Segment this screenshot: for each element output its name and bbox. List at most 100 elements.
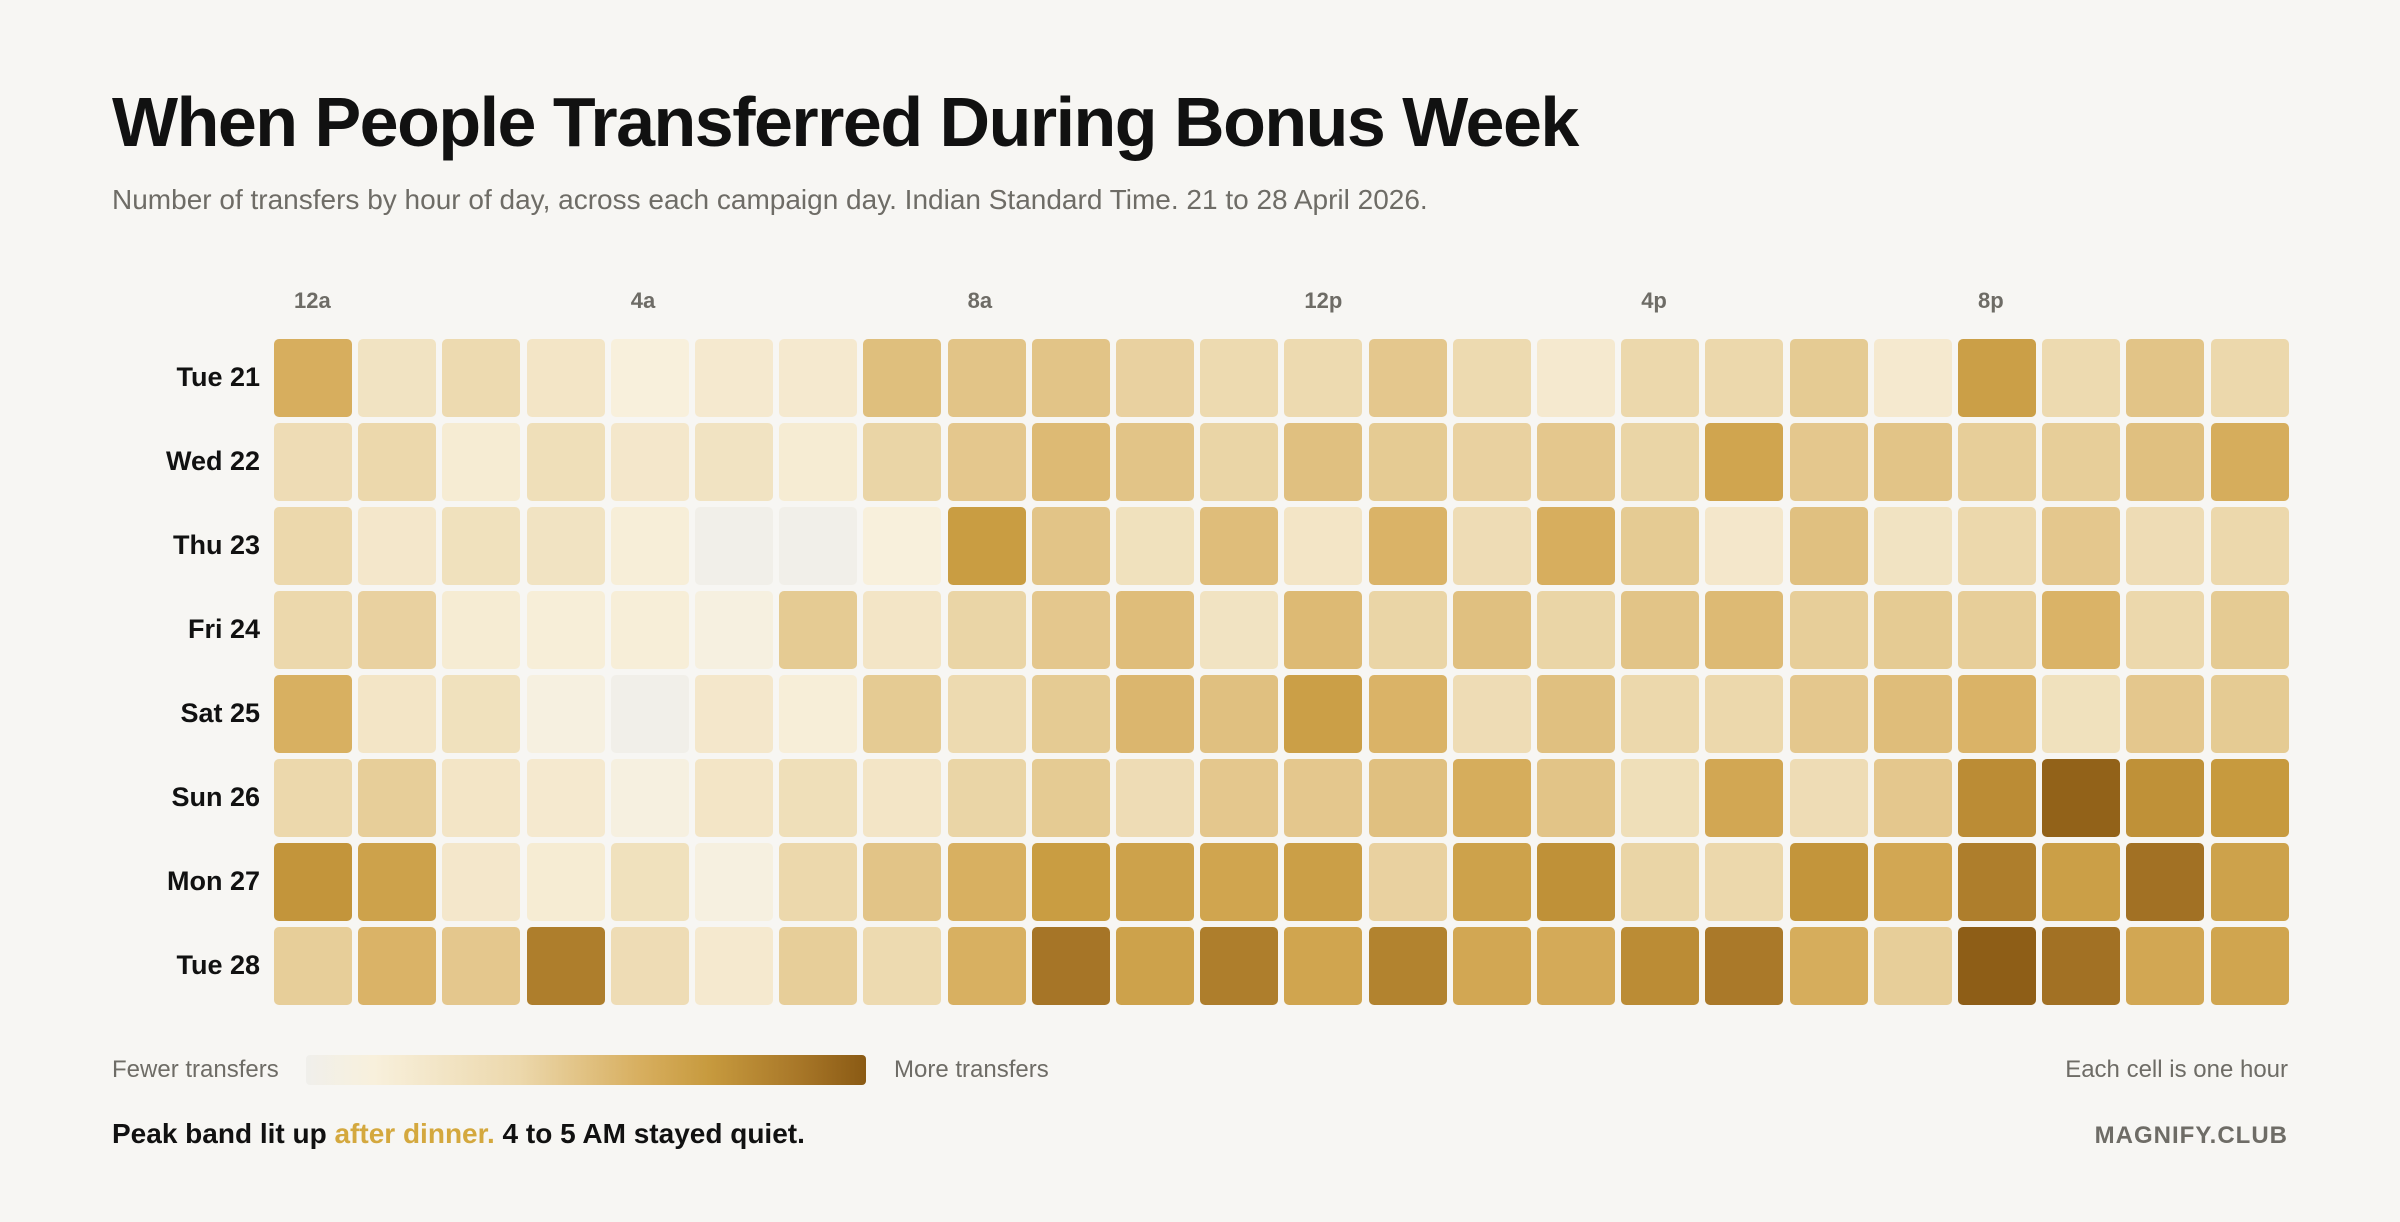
heatmap-cell: [274, 759, 352, 837]
heatmap-cell: [1873, 759, 1952, 837]
heatmap-cell: [610, 843, 689, 921]
legend-note: Each cell is one hour: [2065, 1056, 2288, 1083]
heatmap-cell: [610, 675, 689, 753]
heatmap-cell: [2042, 759, 2121, 837]
heatmap-cell: [695, 675, 773, 753]
heatmap-cell: [610, 507, 689, 585]
heatmap-cell: [779, 507, 858, 585]
brand-logo-text: MAGNIFY.CLUB: [2094, 1122, 2288, 1149]
heatmap-cell: [1031, 339, 1110, 417]
heatmap-cell: [2126, 507, 2205, 585]
heatmap-cell: [1705, 675, 1784, 753]
heatmap-cell: [1537, 675, 1615, 753]
heatmap-cell: [1452, 675, 1531, 753]
heatmap-cell: [526, 759, 605, 837]
heatmap-cell: [610, 927, 689, 1005]
heatmap-cell: [1873, 927, 1952, 1005]
caption: Peak band lit up after dinner. 4 to 5 AM…: [112, 1118, 805, 1150]
heatmap-cell: [2210, 423, 2289, 501]
heatmap-cell: [779, 675, 858, 753]
heatmap-cell: [1200, 339, 1279, 417]
heatmap-cell: [1116, 927, 1194, 1005]
chart-title: When People Transferred During Bonus Wee…: [112, 83, 1579, 161]
heatmap-cell: [526, 675, 605, 753]
heatmap-cell: [358, 507, 437, 585]
hour-tick-label: 8p: [1978, 288, 2004, 313]
heatmap-cell: [1284, 339, 1363, 417]
chart-subtitle: Number of transfers by hour of day, acro…: [112, 184, 1428, 215]
heatmap-cell: [1621, 591, 1700, 669]
heatmap-cell: [2126, 423, 2205, 501]
heatmap-cell: [2042, 423, 2121, 501]
heatmap-cell: [1958, 339, 2036, 417]
day-label: Wed 22: [165, 446, 260, 476]
heatmap-cell: [1284, 507, 1363, 585]
heatmap-cell: [1705, 507, 1784, 585]
heatmap-cell: [863, 759, 942, 837]
heatmap-cell: [1031, 927, 1110, 1005]
heatmap-cell: [274, 507, 352, 585]
heatmap-cell: [1200, 675, 1279, 753]
heatmap-cell: [1031, 591, 1110, 669]
heatmap-cell: [1116, 675, 1194, 753]
caption-highlight: after dinner.: [334, 1118, 495, 1149]
heatmap-cell: [1705, 339, 1784, 417]
heatmap-cell: [2126, 759, 2205, 837]
heatmap-cell: [526, 423, 605, 501]
heatmap-cell: [1368, 927, 1447, 1005]
heatmap-cell: [695, 339, 773, 417]
caption-prefix: Peak band lit up: [112, 1118, 335, 1149]
heatmap-cell: [947, 591, 1026, 669]
heatmap-cell: [1200, 507, 1279, 585]
heatmap-cell: [2210, 339, 2289, 417]
heatmap-cell: [1116, 591, 1194, 669]
heatmap-cell: [779, 843, 858, 921]
heatmap-cell: [1116, 423, 1194, 501]
hour-axis: 12a 4a 8a 12p 4p 8p: [0, 288, 2400, 318]
heatmap-cell: [2210, 591, 2289, 669]
heatmap-cell: [2126, 339, 2205, 417]
heatmap-cell: [610, 759, 689, 837]
heatmap-cell: [1452, 843, 1531, 921]
heatmap-cell: [2126, 843, 2205, 921]
heatmap-cell: [2210, 927, 2289, 1005]
legend-high-label: More transfers: [894, 1056, 1049, 1083]
heatmap-cell: [2210, 759, 2289, 837]
heatmap-cell: [947, 675, 1026, 753]
legend-color-scale: [306, 1055, 866, 1085]
heatmap-cell: [1537, 339, 1615, 417]
heatmap-cell: [1958, 507, 2036, 585]
heatmap-cell: [1537, 591, 1615, 669]
heatmap-cell: [442, 423, 521, 501]
heatmap-cell: [779, 339, 858, 417]
day-label: Mon 27: [166, 866, 260, 896]
heatmap-cell: [1537, 423, 1615, 501]
heatmap-cell: [1031, 507, 1110, 585]
heatmap-cell: [1621, 507, 1700, 585]
heatmap-cell: [779, 927, 858, 1005]
heatmap-cell: [1116, 843, 1194, 921]
heatmap-cell: [695, 843, 773, 921]
heatmap-cell: [358, 843, 437, 921]
heatmap-cell: [1452, 507, 1531, 585]
heatmap-cell: [1368, 507, 1447, 585]
heatmap-cell: [1873, 423, 1952, 501]
heatmap-cell: [1200, 591, 1279, 669]
heatmap-cell: [526, 591, 605, 669]
day-label: Fri 24: [187, 614, 260, 644]
heatmap-cell: [610, 423, 689, 501]
heatmap-cell: [526, 843, 605, 921]
heatmap-cell: [1284, 759, 1363, 837]
heatmap-cell: [274, 423, 352, 501]
heatmap-cell: [274, 339, 352, 417]
heatmap-cell: [947, 339, 1026, 417]
heatmap-cell: [1284, 927, 1363, 1005]
heatmap-cell: [1537, 759, 1615, 837]
heatmap-cell: [1621, 675, 1700, 753]
heatmap-cell: [1789, 507, 1868, 585]
heatmap-cell: [274, 843, 352, 921]
heatmap-cell: [1031, 759, 1110, 837]
heatmap-cell: [1789, 759, 1868, 837]
heatmap-cell: [1958, 843, 2036, 921]
heatmap-cell: [779, 423, 858, 501]
